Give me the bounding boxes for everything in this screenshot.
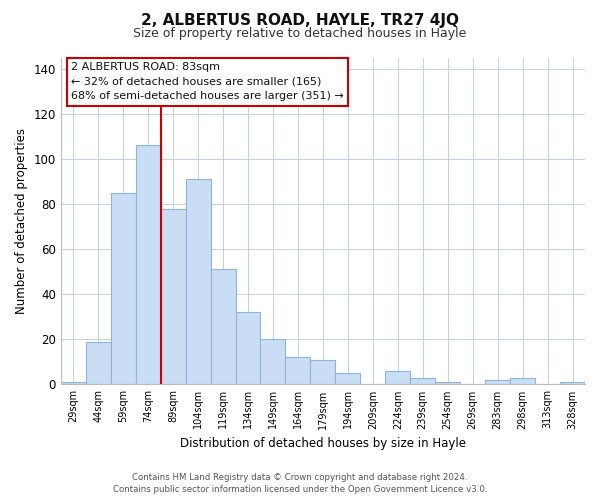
- Bar: [560, 382, 585, 384]
- Bar: [286, 358, 310, 384]
- Bar: [236, 312, 260, 384]
- Text: 2, ALBERTUS ROAD, HAYLE, TR27 4JQ: 2, ALBERTUS ROAD, HAYLE, TR27 4JQ: [141, 12, 459, 28]
- Bar: [61, 382, 86, 384]
- Bar: [435, 382, 460, 384]
- Bar: [485, 380, 510, 384]
- Bar: [211, 270, 236, 384]
- Bar: [335, 373, 361, 384]
- Bar: [410, 378, 435, 384]
- Bar: [161, 208, 185, 384]
- Text: Size of property relative to detached houses in Hayle: Size of property relative to detached ho…: [133, 28, 467, 40]
- Bar: [185, 180, 211, 384]
- Y-axis label: Number of detached properties: Number of detached properties: [15, 128, 28, 314]
- Bar: [136, 146, 161, 384]
- Text: Contains HM Land Registry data © Crown copyright and database right 2024.
Contai: Contains HM Land Registry data © Crown c…: [113, 472, 487, 494]
- Text: 2 ALBERTUS ROAD: 83sqm
← 32% of detached houses are smaller (165)
68% of semi-de: 2 ALBERTUS ROAD: 83sqm ← 32% of detached…: [71, 62, 344, 101]
- Bar: [510, 378, 535, 384]
- Bar: [385, 371, 410, 384]
- Bar: [260, 340, 286, 384]
- Bar: [310, 360, 335, 384]
- Bar: [111, 193, 136, 384]
- Bar: [86, 342, 111, 384]
- X-axis label: Distribution of detached houses by size in Hayle: Distribution of detached houses by size …: [180, 437, 466, 450]
